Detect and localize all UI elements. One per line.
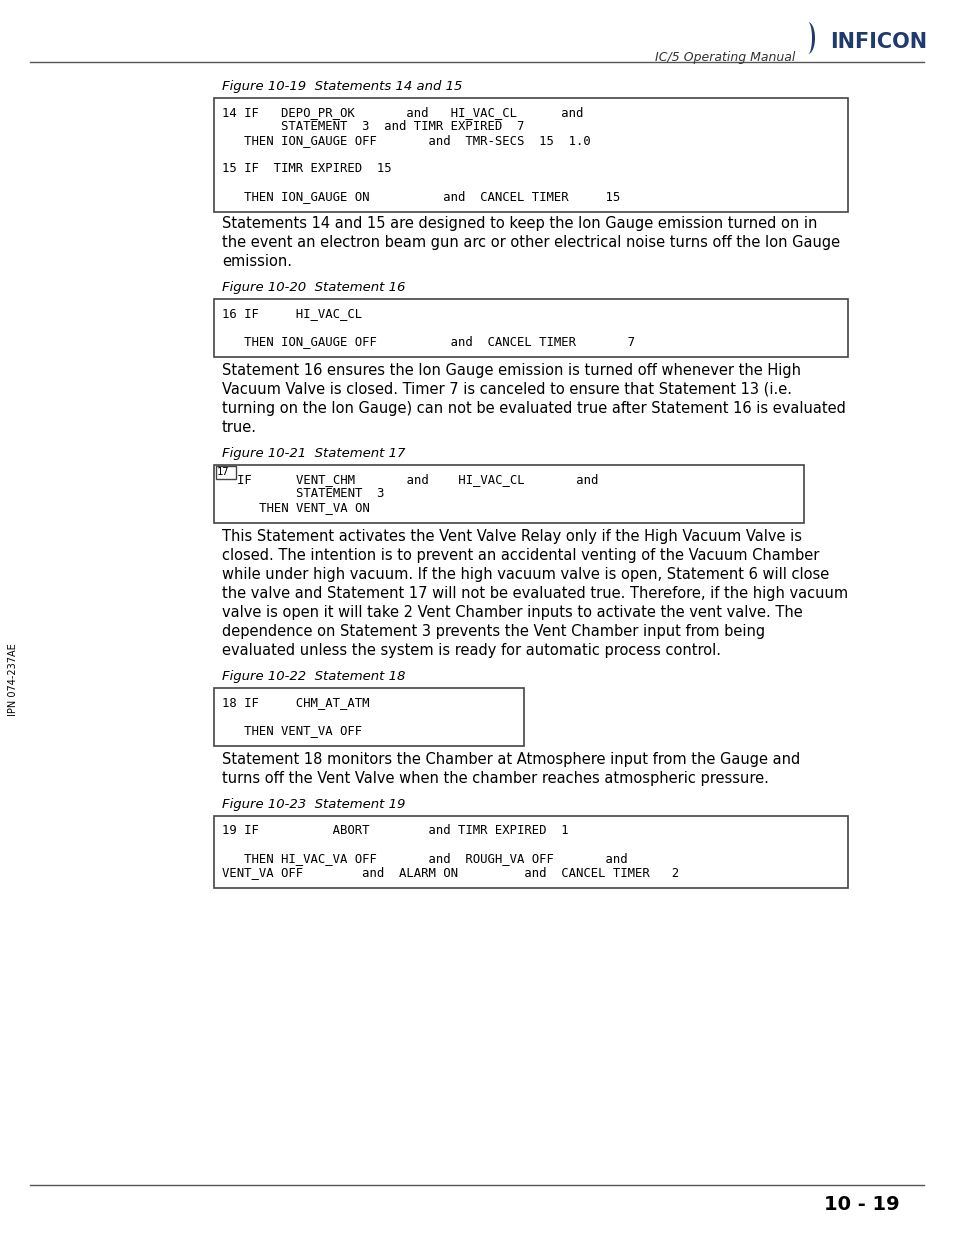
Text: IPN 074-237AE: IPN 074-237AE — [8, 643, 18, 716]
Text: Figure 10-21  Statement 17: Figure 10-21 Statement 17 — [222, 447, 405, 459]
Text: THEN VENT_VA ON: THEN VENT_VA ON — [236, 501, 370, 514]
Text: the valve and Statement 17 will not be evaluated true. Therefore, if the high va: the valve and Statement 17 will not be e… — [222, 585, 847, 601]
Text: THEN ION_GAUGE ON          and  CANCEL TIMER     15: THEN ION_GAUGE ON and CANCEL TIMER 15 — [222, 190, 619, 203]
Text: STATEMENT  3: STATEMENT 3 — [236, 487, 384, 500]
Text: THEN HI_VAC_VA OFF       and  ROUGH_VA OFF       and: THEN HI_VAC_VA OFF and ROUGH_VA OFF and — [222, 852, 627, 864]
Text: This Statement activates the Vent Valve Relay only if the High Vacuum Valve is: This Statement activates the Vent Valve … — [222, 529, 801, 543]
Text: Figure 10-19  Statements 14 and 15: Figure 10-19 Statements 14 and 15 — [222, 80, 462, 93]
Text: emission.: emission. — [222, 254, 292, 269]
FancyBboxPatch shape — [213, 98, 847, 212]
Text: Statement 16 ensures the Ion Gauge emission is turned off whenever the High: Statement 16 ensures the Ion Gauge emiss… — [222, 363, 801, 378]
Text: dependence on Statement 3 prevents the Vent Chamber input from being: dependence on Statement 3 prevents the V… — [222, 624, 764, 638]
Text: IC/5 Operating Manual: IC/5 Operating Manual — [654, 51, 794, 64]
Text: turning on the Ion Gauge) can not be evaluated true after Statement 16 is evalua: turning on the Ion Gauge) can not be eva… — [222, 401, 845, 416]
Text: VENT_VA OFF        and  ALARM ON         and  CANCEL TIMER   2: VENT_VA OFF and ALARM ON and CANCEL TIME… — [222, 866, 679, 879]
Text: 10 - 19: 10 - 19 — [823, 1195, 899, 1214]
FancyBboxPatch shape — [215, 466, 235, 479]
FancyBboxPatch shape — [213, 816, 847, 888]
Text: 19 IF          ABORT        and TIMR EXPIRED  1: 19 IF ABORT and TIMR EXPIRED 1 — [222, 824, 568, 837]
Text: THEN ION_GAUGE OFF       and  TMR-SECS  15  1.0: THEN ION_GAUGE OFF and TMR-SECS 15 1.0 — [222, 135, 590, 147]
Text: 18 IF     CHM_AT_ATM: 18 IF CHM_AT_ATM — [222, 697, 369, 709]
Text: closed. The intention is to prevent an accidental venting of the Vacuum Chamber: closed. The intention is to prevent an a… — [222, 548, 819, 563]
PathPatch shape — [807, 22, 814, 54]
Text: Vacuum Valve is closed. Timer 7 is canceled to ensure that Statement 13 (i.e.: Vacuum Valve is closed. Timer 7 is cance… — [222, 382, 791, 396]
Text: THEN ION_GAUGE OFF          and  CANCEL TIMER       7: THEN ION_GAUGE OFF and CANCEL TIMER 7 — [222, 335, 635, 348]
Text: 17: 17 — [216, 467, 230, 477]
Text: Statement 18 monitors the Chamber at Atmosphere input from the Gauge and: Statement 18 monitors the Chamber at Atm… — [222, 752, 800, 767]
Text: true.: true. — [222, 420, 256, 435]
Text: 14 IF   DEPO_PR_OK       and   HI_VAC_CL      and: 14 IF DEPO_PR_OK and HI_VAC_CL and — [222, 106, 583, 119]
FancyBboxPatch shape — [213, 466, 803, 522]
Text: Figure 10-23  Statement 19: Figure 10-23 Statement 19 — [222, 798, 405, 811]
FancyBboxPatch shape — [213, 299, 847, 357]
Text: IF      VENT_CHM       and    HI_VAC_CL       and: IF VENT_CHM and HI_VAC_CL and — [236, 473, 598, 487]
Text: Figure 10-22  Statement 18: Figure 10-22 Statement 18 — [222, 671, 405, 683]
Text: evaluated unless the system is ready for automatic process control.: evaluated unless the system is ready for… — [222, 643, 720, 658]
Text: while under high vacuum. If the high vacuum valve is open, Statement 6 will clos: while under high vacuum. If the high vac… — [222, 567, 828, 582]
Text: Statements 14 and 15 are designed to keep the Ion Gauge emission turned on in: Statements 14 and 15 are designed to kee… — [222, 216, 817, 231]
Text: the event an electron beam gun arc or other electrical noise turns off the Ion G: the event an electron beam gun arc or ot… — [222, 235, 840, 249]
Text: 15 IF  TIMR EXPIRED  15: 15 IF TIMR EXPIRED 15 — [222, 162, 392, 175]
Text: Figure 10-20  Statement 16: Figure 10-20 Statement 16 — [222, 282, 405, 294]
Text: INFICON: INFICON — [829, 32, 926, 52]
Text: valve is open it will take 2 Vent Chamber inputs to activate the vent valve. The: valve is open it will take 2 Vent Chambe… — [222, 605, 801, 620]
Text: STATEMENT  3  and TIMR EXPIRED  7: STATEMENT 3 and TIMR EXPIRED 7 — [222, 120, 524, 133]
FancyBboxPatch shape — [213, 688, 523, 746]
Text: 16 IF     HI_VAC_CL: 16 IF HI_VAC_CL — [222, 308, 362, 320]
Text: THEN VENT_VA OFF: THEN VENT_VA OFF — [222, 724, 362, 737]
Text: turns off the Vent Valve when the chamber reaches atmospheric pressure.: turns off the Vent Valve when the chambe… — [222, 771, 768, 785]
